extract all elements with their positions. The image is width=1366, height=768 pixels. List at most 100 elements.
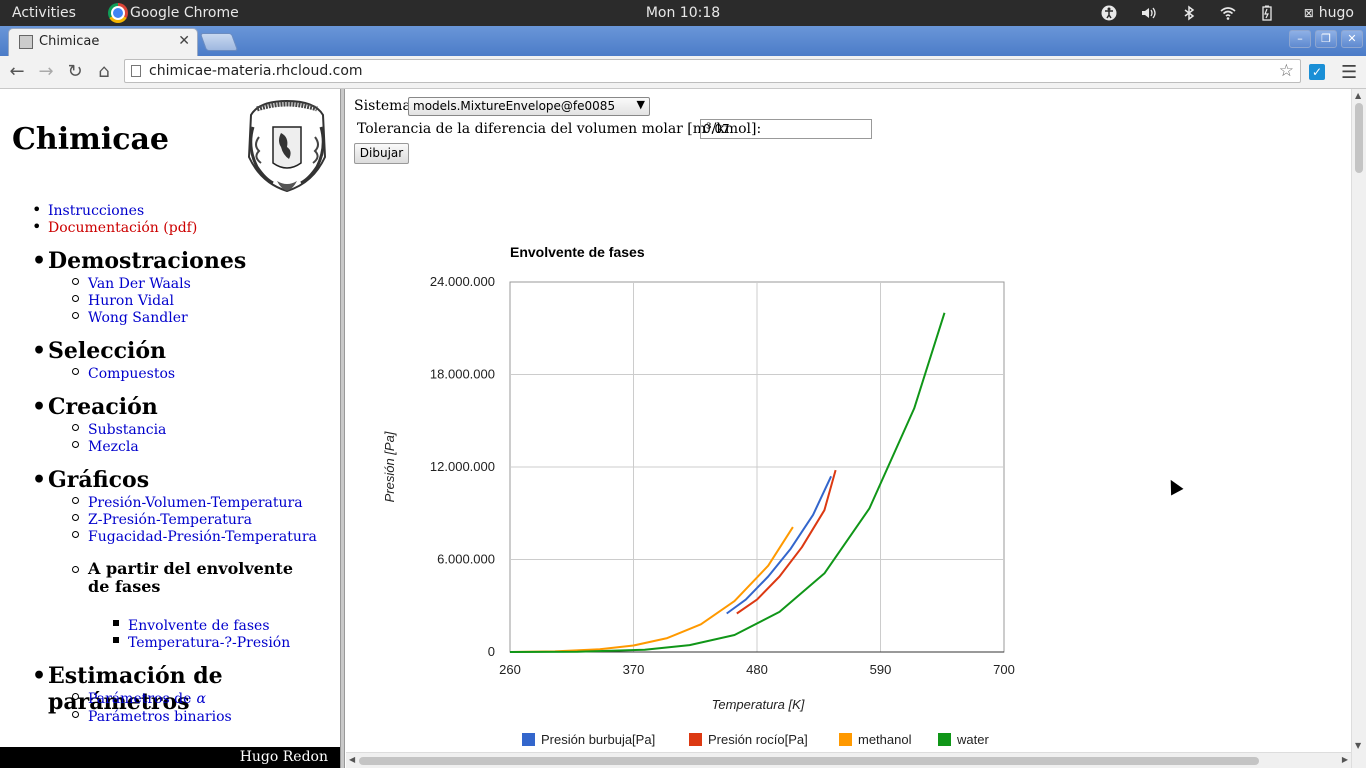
tab-chimicae[interactable]: Chimicae ✕: [8, 28, 198, 56]
nav-instrucciones[interactable]: • Instrucciones: [32, 200, 145, 219]
forward-icon[interactable]: →: [38, 61, 54, 82]
sistema-value: models.MixtureEnvelope@fe0085: [413, 99, 616, 113]
nav-substancia[interactable]: Substancia: [72, 419, 166, 438]
nav-van-der-waals[interactable]: Van Der Waals: [72, 273, 191, 292]
series-line-1[interactable]: [736, 469, 837, 615]
vertical-scrollbar[interactable]: ▲ ▼: [1351, 89, 1366, 768]
restore-button[interactable]: ❐: [1315, 30, 1337, 48]
bookmark-star-icon[interactable]: ☆: [1278, 61, 1294, 81]
bluetooth-icon[interactable]: [1181, 5, 1197, 21]
app-menu[interactable]: Google Chrome: [108, 0, 239, 26]
x-tick-label: 700: [993, 662, 1015, 677]
legend-entry[interactable]: Presión rocío[Pa]: [708, 732, 808, 747]
scroll-up-icon[interactable]: ▲: [1355, 91, 1362, 100]
home-icon[interactable]: ⌂: [98, 61, 110, 82]
chrome-logo-icon: [108, 3, 128, 23]
battery-icon[interactable]: [1259, 5, 1275, 21]
sistema-select[interactable]: models.MixtureEnvelope@fe0085 ▼: [408, 97, 650, 116]
legend-swatch: [689, 733, 702, 746]
reload-icon[interactable]: ↻: [67, 61, 83, 82]
nav-documentacion[interactable]: • Documentación (pdf): [32, 217, 198, 236]
heading-seleccion: • Selección: [32, 338, 167, 364]
activities-button[interactable]: Activities: [12, 5, 76, 21]
app-name: Google Chrome: [130, 5, 239, 21]
x-tick-labels: 260 370 480 590 700: [499, 662, 1015, 677]
nav-huron-vidal[interactable]: Huron Vidal: [72, 290, 174, 309]
y-tick-label: 24.000.000: [430, 274, 495, 289]
legend-entry[interactable]: water: [956, 732, 989, 747]
legend-entry[interactable]: methanol: [858, 732, 912, 747]
grid-lines: [510, 282, 1004, 653]
close-window-button[interactable]: ✕: [1341, 30, 1363, 48]
clock: Mon 10:18: [645, 5, 721, 21]
nav-parametros-binarios[interactable]: Parámetros binarios: [72, 706, 232, 725]
volume-icon[interactable]: [1140, 5, 1156, 21]
nav-zpt[interactable]: Z-Presión-Temperatura: [72, 509, 252, 528]
heading-graficos: • Gráficos: [32, 467, 150, 493]
legend-swatch: [938, 733, 951, 746]
nav-envolvente-fases[interactable]: Envolvente de fases: [113, 615, 270, 634]
series-line-3[interactable]: [509, 312, 946, 653]
unam-seal-icon: [247, 99, 327, 193]
nav-parametros-alpha[interactable]: Parámetros de α: [72, 688, 206, 707]
vertical-scroll-thumb[interactable]: [1355, 103, 1363, 173]
heading-demostraciones: • Demostraciones: [32, 248, 247, 274]
back-icon[interactable]: ←: [9, 61, 25, 82]
legend-swatch: [839, 733, 852, 746]
nav-mezcla[interactable]: Mezcla: [72, 436, 139, 455]
extension-icon[interactable]: ✓: [1309, 64, 1325, 80]
user-name: hugo: [1318, 5, 1354, 21]
chart-legend: Presión burbuja[Pa] Presión rocío[Pa] meth…: [522, 732, 989, 747]
legend-entry[interactable]: Presión burbuja[Pa]: [541, 732, 655, 747]
horizontal-scrollbar[interactable]: ◀ ▶: [346, 752, 1351, 768]
footer: Hugo Redon: [0, 747, 340, 768]
scroll-left-icon[interactable]: ◀: [349, 755, 356, 764]
address-bar[interactable]: chimicae-materia.rhcloud.com ☆: [124, 59, 1301, 83]
scroll-down-icon[interactable]: ▼: [1355, 741, 1362, 750]
dibujar-button[interactable]: Dibujar: [354, 143, 409, 164]
legend-swatch: [522, 733, 535, 746]
sistema-label: Sistema:: [354, 98, 416, 114]
dropdown-arrow-icon: ▼: [636, 98, 645, 111]
x-tick-label: 260: [499, 662, 521, 677]
chart-title: Envolvente de fases: [510, 244, 645, 260]
main-content: Sistema: models.MixtureEnvelope@fe0085 ▼…: [346, 89, 1351, 751]
y-axis-label: Presión [Pa]: [382, 431, 397, 502]
nav-compuestos[interactable]: Compuestos: [72, 363, 175, 382]
nav-temperatura-presion[interactable]: Temperatura-?-Presión: [113, 632, 290, 651]
x-axis-label: Temperatura [K]: [712, 697, 805, 712]
accessibility-icon[interactable]: [1101, 5, 1117, 21]
chrome-menu-icon[interactable]: ☰: [1341, 62, 1358, 83]
user-status-icon: ⊠: [1303, 6, 1314, 20]
nav-wong-sandler[interactable]: Wong Sandler: [72, 307, 188, 326]
tolerancia-input[interactable]: 0.07: [700, 119, 872, 139]
sidebar: Chimicae • Instrucciones • Documentación (…: [0, 89, 340, 768]
wifi-icon[interactable]: [1220, 5, 1236, 21]
url-text[interactable]: chimicae-materia.rhcloud.com: [149, 63, 363, 79]
tolerancia-label: Tolerancia de la diferencia del volumen …: [357, 121, 762, 137]
horizontal-scroll-thumb[interactable]: [359, 757, 1259, 765]
frame-divider[interactable]: [340, 89, 345, 768]
x-tick-label: 370: [623, 662, 645, 677]
y-tick-label: 0: [488, 644, 495, 659]
new-tab-button[interactable]: [199, 33, 239, 51]
page-icon: [131, 65, 141, 77]
series-line-2[interactable]: [509, 526, 794, 653]
scroll-right-icon[interactable]: ▶: [1341, 755, 1348, 764]
series-line-0[interactable]: [726, 475, 833, 615]
y-tick-label: 12.000.000: [430, 459, 495, 474]
heading-estimacion: • Estimación de parámetros: [32, 663, 223, 715]
favicon-icon: [19, 35, 33, 49]
browser-toolbar: ← → ↻ ⌂ chimicae-materia.rhcloud.com ☆ ✓…: [0, 56, 1366, 89]
minimize-button[interactable]: –: [1289, 30, 1311, 48]
y-tick-label: 6.000.000: [437, 552, 495, 567]
phase-envelope-chart: Envolvente de fases 0 6.000.000 12.000.000…: [382, 244, 1015, 747]
tab-close-icon[interactable]: ✕: [178, 33, 190, 49]
nav-pvt[interactable]: Presión-Volumen-Temperatura: [72, 492, 303, 511]
nav-fugacidad[interactable]: Fugacidad-Presión-Temperatura: [72, 526, 317, 545]
site-title: Chimicae: [12, 122, 170, 157]
user-menu[interactable]: ⊠ hugo: [1304, 0, 1354, 26]
x-tick-label: 590: [870, 662, 892, 677]
y-tick-label: 18.000.000: [430, 367, 495, 382]
tab-title: Chimicae: [39, 34, 100, 49]
